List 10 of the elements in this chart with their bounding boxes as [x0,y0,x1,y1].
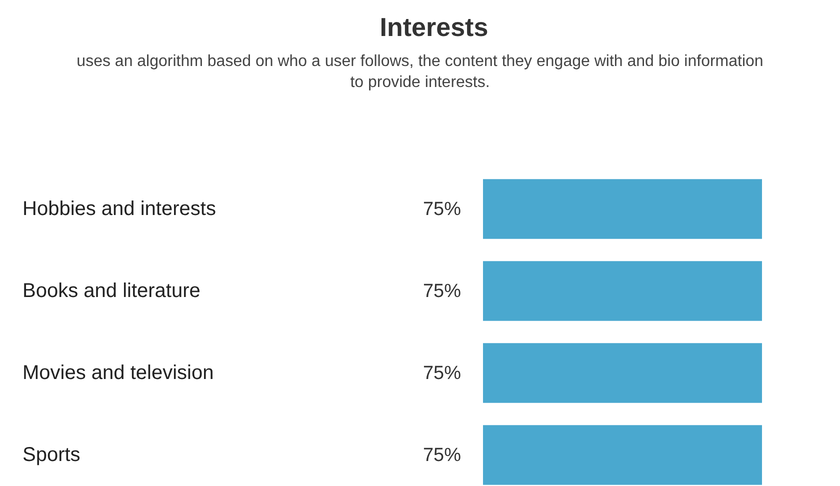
data-label: 75% [422,445,462,466]
y-tick-label: Hobbies and interests [22,198,216,220]
data-label: 75% [422,363,462,384]
chart-subtitle: uses an algorithm based on who a user follows, the content they engage with and bio information to provide interests. [76,52,764,93]
y-tick-label: Sports [22,444,80,466]
chart-title: Interests [378,11,490,43]
y-tick-label: Movies and television [22,362,214,384]
data-label: 75% [422,199,462,220]
data-label: 75% [422,281,462,302]
y-tick-label: Books and literature [22,280,200,302]
